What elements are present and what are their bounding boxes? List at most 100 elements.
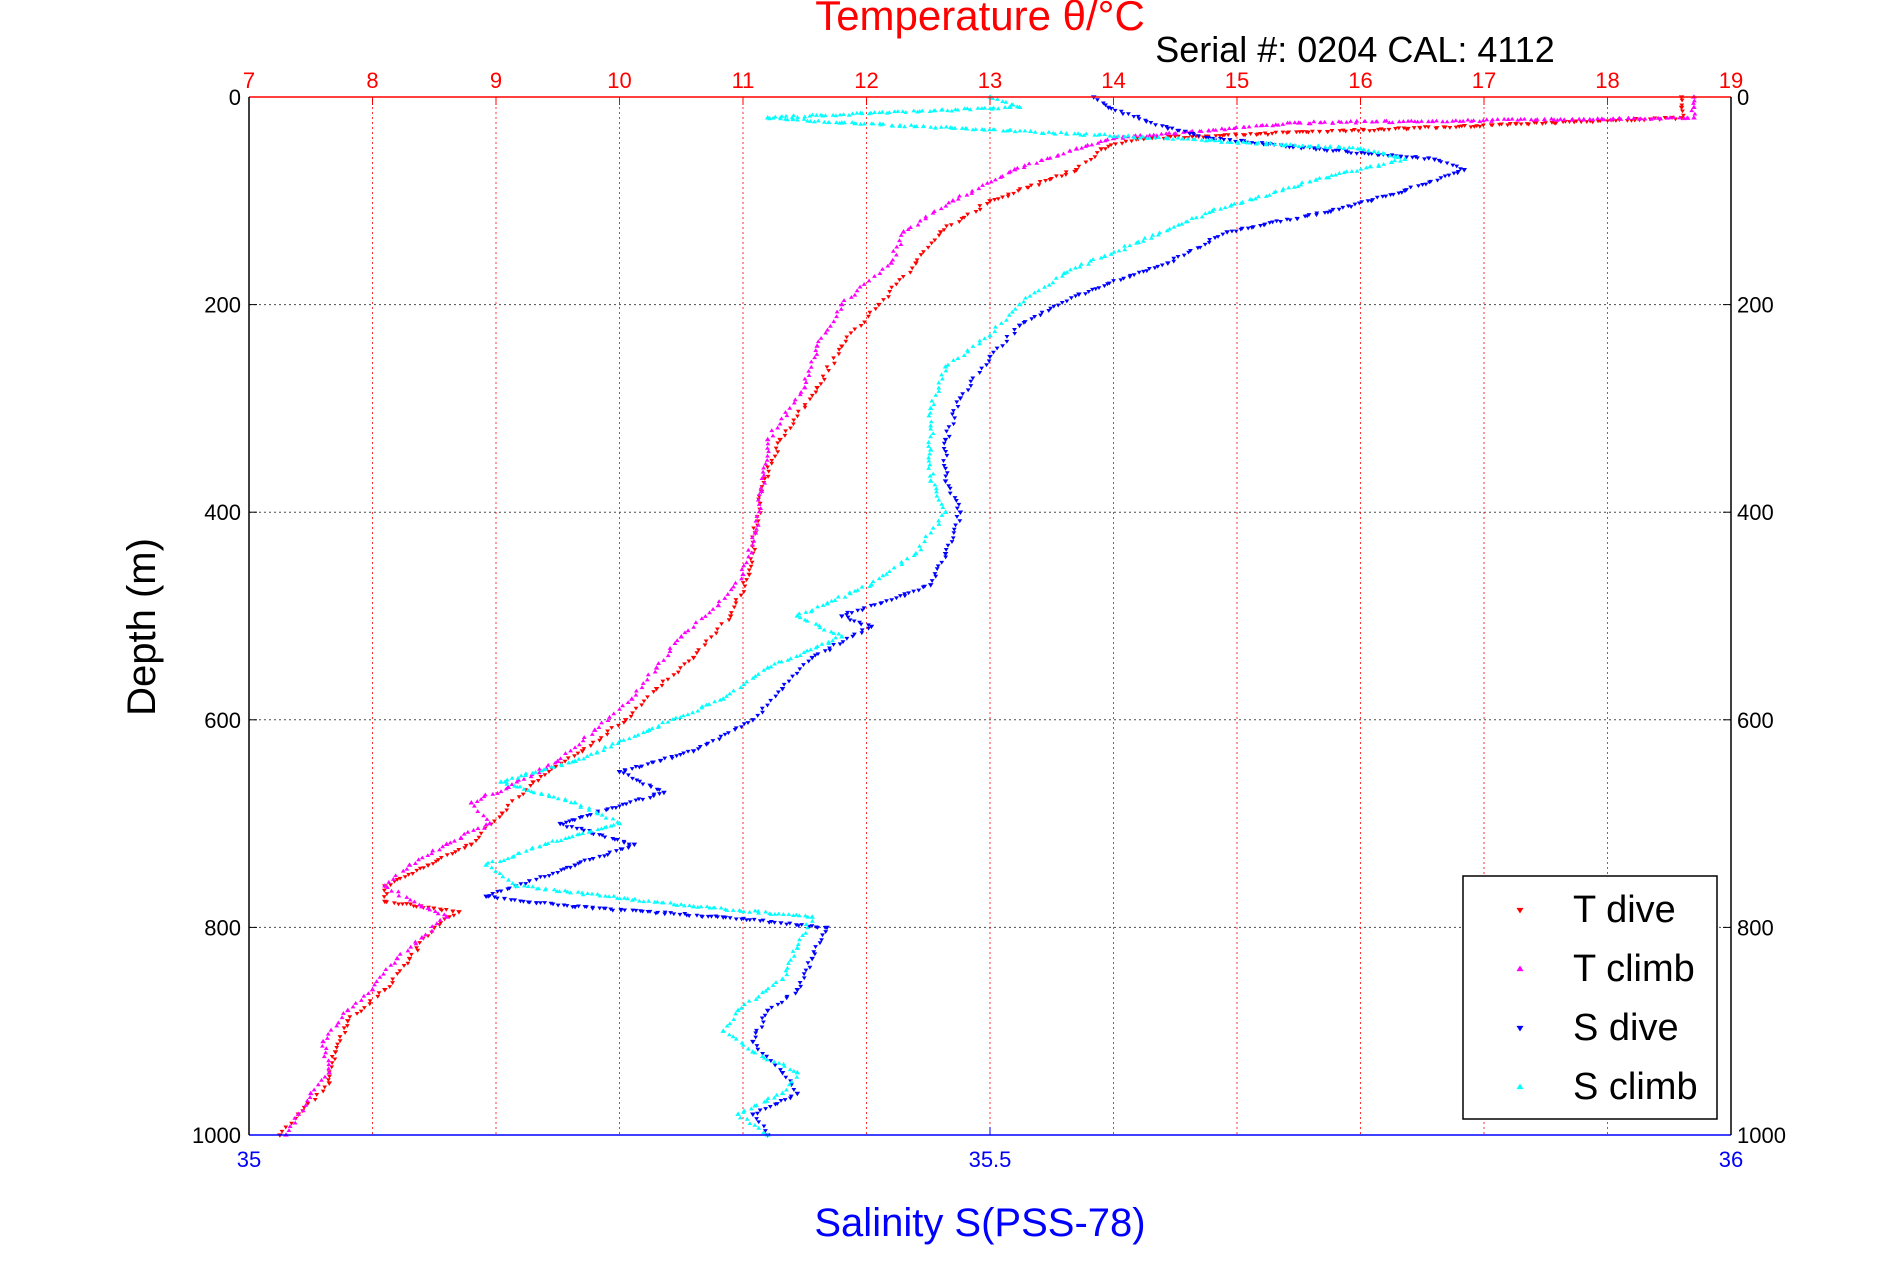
data-point	[517, 784, 523, 789]
data-point	[566, 760, 571, 765]
data-point	[559, 763, 565, 768]
data-point	[809, 914, 815, 919]
data-point	[598, 736, 604, 741]
data-point	[1447, 126, 1453, 130]
data-point	[707, 610, 712, 615]
data-point	[1270, 123, 1276, 128]
data-point	[1207, 237, 1212, 242]
data-point	[325, 1031, 331, 1036]
data-point	[975, 105, 981, 110]
data-point	[1368, 199, 1374, 204]
data-point	[1358, 166, 1364, 171]
data-point	[388, 883, 394, 888]
data-point	[329, 1065, 335, 1070]
data-point	[712, 699, 718, 704]
data-point	[914, 124, 919, 129]
data-point	[1569, 117, 1575, 122]
data-point	[702, 643, 708, 648]
data-point	[756, 1125, 762, 1130]
data-point	[1078, 261, 1084, 266]
data-point	[765, 445, 770, 450]
data-point	[432, 909, 438, 913]
data-point	[709, 914, 714, 919]
data-point	[928, 426, 934, 431]
data-point	[764, 1057, 770, 1062]
data-point	[1258, 123, 1264, 128]
data-point	[848, 295, 854, 299]
data-point	[1450, 118, 1455, 123]
data-point	[782, 1063, 787, 1068]
data-point	[1054, 153, 1060, 158]
data-point	[1187, 132, 1193, 136]
data-point	[973, 127, 979, 131]
data-point	[495, 791, 500, 795]
data-point	[1392, 158, 1398, 163]
data-point	[804, 648, 810, 653]
data-point	[739, 576, 744, 581]
data-point	[1636, 116, 1642, 121]
data-point	[833, 635, 839, 640]
data-point	[911, 553, 917, 558]
data-point	[732, 728, 738, 732]
data-point	[1599, 116, 1605, 121]
data-point	[802, 405, 808, 410]
data-point	[535, 778, 541, 783]
data-point	[1115, 133, 1121, 138]
data-point	[1348, 119, 1354, 123]
data-point	[623, 802, 629, 807]
data-point	[744, 679, 750, 684]
data-point	[1337, 129, 1343, 133]
data-point	[950, 198, 956, 203]
data-point	[838, 306, 844, 311]
series-layer	[277, 94, 1698, 1138]
data-point	[787, 921, 793, 926]
data-point	[668, 911, 674, 915]
data-point	[645, 672, 651, 677]
data-point	[1376, 127, 1381, 132]
data-point	[793, 991, 798, 996]
data-point	[695, 708, 701, 713]
data-point	[744, 918, 749, 923]
data-point	[1021, 321, 1027, 325]
data-point	[801, 972, 807, 977]
data-point	[1026, 161, 1032, 166]
data-point	[1455, 171, 1461, 176]
data-point	[1349, 169, 1355, 173]
data-point	[893, 282, 899, 287]
data-point	[509, 854, 515, 859]
legend-marker	[1516, 907, 1524, 914]
data-point	[634, 778, 640, 783]
data-point	[859, 584, 865, 589]
data-point	[1426, 156, 1432, 161]
data-point	[481, 825, 487, 830]
data-point	[763, 988, 769, 993]
data-point	[750, 718, 756, 723]
data-point	[809, 393, 815, 398]
data-point	[1360, 127, 1366, 132]
data-point	[768, 698, 774, 703]
data-point	[957, 396, 964, 401]
data-point	[461, 831, 467, 836]
data-point	[866, 111, 872, 116]
data-point	[1199, 214, 1205, 219]
data-point	[773, 980, 779, 984]
data-point	[1170, 136, 1176, 141]
data-point	[727, 1021, 733, 1026]
data-point	[1369, 152, 1375, 157]
data-point	[930, 431, 936, 436]
data-point	[1140, 238, 1146, 243]
data-point	[936, 497, 942, 502]
data-point	[597, 738, 602, 743]
data-point	[450, 852, 455, 856]
data-point	[979, 106, 985, 110]
data-point	[608, 744, 614, 749]
data-point	[603, 906, 608, 911]
data-point	[443, 841, 450, 847]
depth-tick-label-right: 800	[1737, 915, 1774, 940]
data-point	[777, 437, 783, 443]
data-point	[897, 122, 903, 127]
data-point	[1416, 184, 1421, 189]
data-point	[818, 382, 824, 387]
data-point	[884, 110, 890, 115]
data-point	[744, 578, 749, 583]
